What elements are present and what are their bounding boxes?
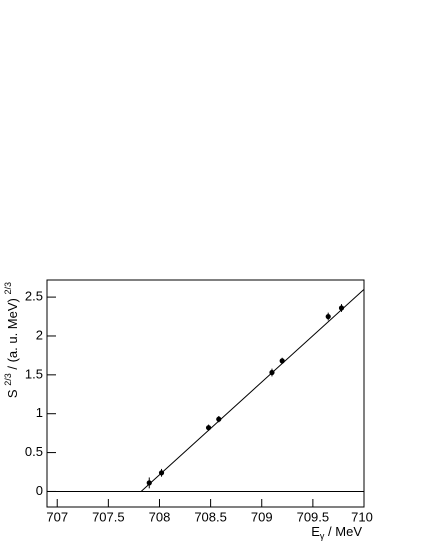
x-tick-label: 707.5	[92, 509, 125, 524]
point	[146, 480, 152, 486]
y-label-main: S	[5, 386, 20, 398]
x-tick-label: 708	[149, 509, 171, 524]
point	[325, 313, 331, 320]
x-tick-label: 708.5	[194, 509, 227, 524]
x-axis-label: Eγ / MeV	[311, 524, 362, 541]
plot-frame	[46, 279, 365, 508]
y-label-sup2: 2/3	[3, 282, 13, 295]
x-label-sub: γ	[320, 531, 325, 541]
x-tick-label: 710	[351, 509, 373, 524]
point	[269, 369, 275, 376]
y-tick-label: 0.5	[25, 444, 43, 459]
point	[279, 358, 285, 364]
y-tick-label: 1.5	[25, 366, 43, 381]
x-tick-label: 709	[251, 509, 273, 524]
x-tick-label: 709.5	[297, 509, 330, 524]
x-label-main: E	[311, 524, 320, 539]
x-label-unit: / MeV	[324, 524, 362, 539]
y-tick-label: 2	[36, 327, 43, 342]
y-tick-label: 0	[36, 483, 43, 498]
point	[338, 305, 345, 311]
y-tick-label: 2.5	[25, 289, 43, 304]
point	[205, 425, 212, 431]
x-tick-label: 707	[46, 509, 68, 524]
point	[158, 470, 165, 476]
y-label-unit: / (a. u. MeV)	[5, 295, 20, 374]
y-axis-label: S 2/3 / (a. u. MeV) 2/3	[3, 282, 20, 398]
y-tick-label: 1	[36, 405, 43, 420]
fit-line	[140, 288, 365, 492]
point	[216, 416, 222, 422]
y-label-sup: 2/3	[3, 373, 13, 386]
